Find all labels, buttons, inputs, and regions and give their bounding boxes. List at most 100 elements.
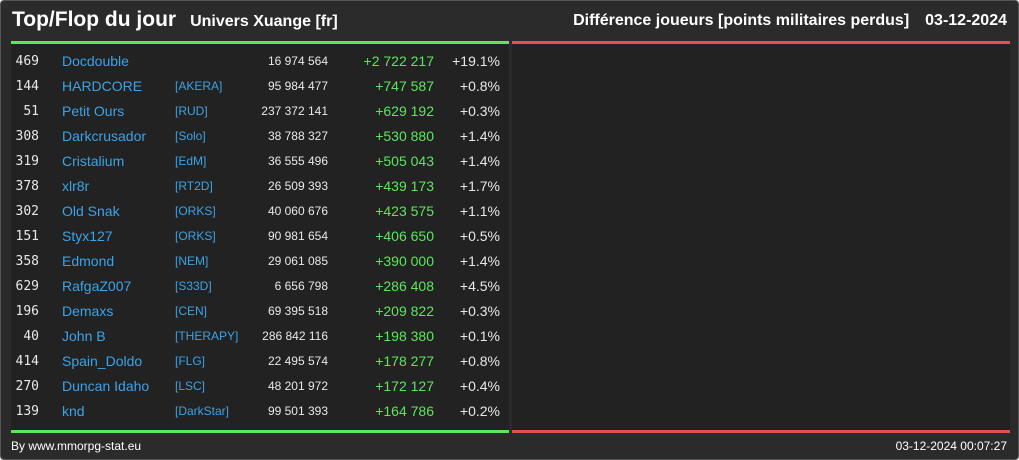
table-row: 139 knd [DarkStar] 99 501 393 +164 786 +0.2% [11, 399, 509, 424]
rank-cell: 40 [23, 329, 39, 344]
alliance-tag-link[interactable]: [RT2D] [175, 179, 213, 193]
percent-cell: +19.1% [452, 53, 500, 69]
alliance-tag-link[interactable]: [DarkStar] [175, 404, 230, 418]
rank-cell: 51 [23, 104, 39, 119]
percent-cell: +0.3% [459, 303, 500, 319]
alliance-tag-link[interactable]: [Solo] [175, 129, 206, 143]
rank-cell: 308 [15, 129, 39, 144]
diff-cell: +209 822 [375, 303, 434, 319]
top-panel: 469 Docdouble 16 974 564 +2 722 217 +19.1% 14… [11, 41, 509, 433]
player-name-link[interactable]: Demaxs [62, 303, 114, 319]
rank-cell: 629 [15, 279, 39, 294]
table-row: 469 Docdouble 16 974 564 +2 722 217 +19.1% [11, 49, 509, 74]
percent-cell: +4.5% [459, 278, 500, 294]
universe-label: Univers Xuange [fr] [190, 13, 338, 30]
flop-panel [512, 41, 1010, 433]
page-title: Top/Flop du jour [12, 8, 177, 31]
alliance-tag-link[interactable]: [ORKS] [175, 229, 216, 243]
percent-cell: +1.4% [459, 128, 500, 144]
table-row: 358 Edmond [NEM] 29 061 085 +390 000 +1.4% [11, 249, 509, 274]
player-name-link[interactable]: xlr8r [62, 178, 90, 194]
rank-cell: 358 [15, 254, 39, 269]
player-name-link[interactable]: Darkcrusador [62, 128, 147, 144]
percent-cell: +1.7% [459, 178, 500, 194]
table-row: 319 Cristalium [EdM] 36 555 496 +505 043 +1.4… [11, 149, 509, 174]
player-name-link[interactable]: Old Snak [62, 203, 120, 219]
player-name-link[interactable]: Spain_Doldo [62, 353, 143, 369]
diff-cell: +439 173 [375, 178, 434, 194]
player-name-link[interactable]: knd [62, 403, 85, 419]
table-row: 151 Styx127 [ORKS] 90 981 654 +406 650 +0.5% [11, 224, 509, 249]
alliance-tag-link[interactable]: [RUD] [175, 104, 208, 118]
table-row: 270 Duncan Idaho [LSC] 48 201 972 +172 127 +0… [11, 374, 509, 399]
alliance-tag-link[interactable]: [S33D] [175, 279, 212, 293]
diff-cell: +198 380 [375, 328, 434, 344]
points-cell: 16 974 564 [267, 54, 328, 68]
top-list: 469 Docdouble 16 974 564 +2 722 217 +19.1% 14… [11, 49, 509, 424]
diff-cell: +530 880 [375, 128, 434, 144]
rank-cell: 270 [15, 379, 39, 394]
percent-cell: +0.4% [459, 378, 500, 394]
alliance-tag-link[interactable]: [CEN] [175, 304, 208, 318]
points-cell: 38 788 327 [267, 129, 328, 143]
percent-cell: +0.2% [459, 403, 500, 419]
rank-cell: 151 [15, 229, 39, 244]
table-row: 308 Darkcrusador [Solo] 38 788 327 +530 880 +… [11, 124, 509, 149]
table-row: 414 Spain_Doldo [FLG] 22 495 574 +178 277 +0.… [11, 349, 509, 374]
table-row: 144 HARDCORE [AKERA] 95 984 477 +747 587 +0.8… [11, 74, 509, 99]
points-cell: 6 656 798 [274, 279, 328, 293]
alliance-tag-link[interactable]: [AKERA] [175, 79, 223, 93]
table-row: 302 Old Snak [ORKS] 40 060 676 +423 575 +1.1% [11, 199, 509, 224]
diff-cell: +629 192 [375, 103, 434, 119]
player-name-link[interactable]: Duncan Idaho [62, 378, 150, 394]
percent-cell: +0.8% [459, 353, 500, 369]
header-left: Top/Flop du jour Univers Xuange [fr] [12, 8, 338, 32]
player-name-link[interactable]: RafgaZ007 [62, 278, 132, 294]
header-date: 03-12-2024 [925, 12, 1007, 29]
alliance-tag-link[interactable]: [NEM] [175, 254, 209, 268]
player-name-link[interactable]: Petit Ours [62, 103, 125, 119]
percent-cell: +0.1% [459, 328, 500, 344]
diff-cell: +2 722 217 [363, 53, 434, 69]
diff-cell: +505 043 [375, 153, 434, 169]
header-right: Différence joueurs [points militaires pe… [573, 12, 1007, 30]
points-cell: 22 495 574 [267, 354, 328, 368]
points-cell: 48 201 972 [267, 379, 328, 393]
percent-cell: +0.3% [459, 103, 500, 119]
alliance-tag-link[interactable]: [LSC] [175, 379, 206, 393]
rank-cell: 196 [15, 304, 39, 319]
diff-cell: +172 127 [375, 378, 434, 394]
player-name-link[interactable]: John B [62, 328, 106, 344]
alliance-tag-link[interactable]: [THERAPY] [175, 329, 239, 343]
table-row: 51 Petit Ours [RUD] 237 372 141 +629 192 +0.3… [11, 99, 509, 124]
alliance-tag-link[interactable]: [EdM] [175, 154, 207, 168]
diff-cell: +423 575 [375, 203, 434, 219]
table-row: 378 xlr8r [RT2D] 26 509 393 +439 173 +1.7% [11, 174, 509, 199]
points-cell: 29 061 085 [267, 254, 328, 268]
player-name-link[interactable]: Styx127 [62, 228, 113, 244]
percent-cell: +1.4% [459, 253, 500, 269]
points-cell: 286 842 116 [262, 329, 328, 343]
percent-cell: +0.5% [459, 228, 500, 244]
diff-cell: +286 408 [375, 278, 434, 294]
alliance-tag-link[interactable]: [FLG] [175, 354, 206, 368]
footer-timestamp: 03-12-2024 00:07:27 [895, 439, 1007, 453]
rank-cell: 144 [15, 79, 39, 94]
points-cell: 237 372 141 [261, 104, 328, 118]
player-name-link[interactable]: HARDCORE [62, 78, 143, 94]
percent-cell: +1.1% [459, 203, 500, 219]
footer-credit[interactable]: By www.mmorpg-stat.eu [11, 439, 142, 453]
table-row: 629 RafgaZ007 [S33D] 6 656 798 +286 408 +4.5% [11, 274, 509, 299]
alliance-tag-link[interactable]: [ORKS] [175, 204, 216, 218]
player-name-link[interactable]: Docdouble [62, 53, 129, 69]
player-name-link[interactable]: Edmond [62, 253, 115, 269]
table-row: 196 Demaxs [CEN] 69 395 518 +209 822 +0.3% [11, 299, 509, 324]
rank-cell: 378 [15, 179, 39, 194]
rank-cell: 139 [15, 404, 39, 419]
rank-cell: 302 [15, 204, 39, 219]
player-name-link[interactable]: Cristalium [62, 153, 125, 169]
percent-cell: +0.8% [459, 78, 500, 94]
points-cell: 36 555 496 [267, 154, 328, 168]
diff-cell: +747 587 [375, 78, 434, 94]
